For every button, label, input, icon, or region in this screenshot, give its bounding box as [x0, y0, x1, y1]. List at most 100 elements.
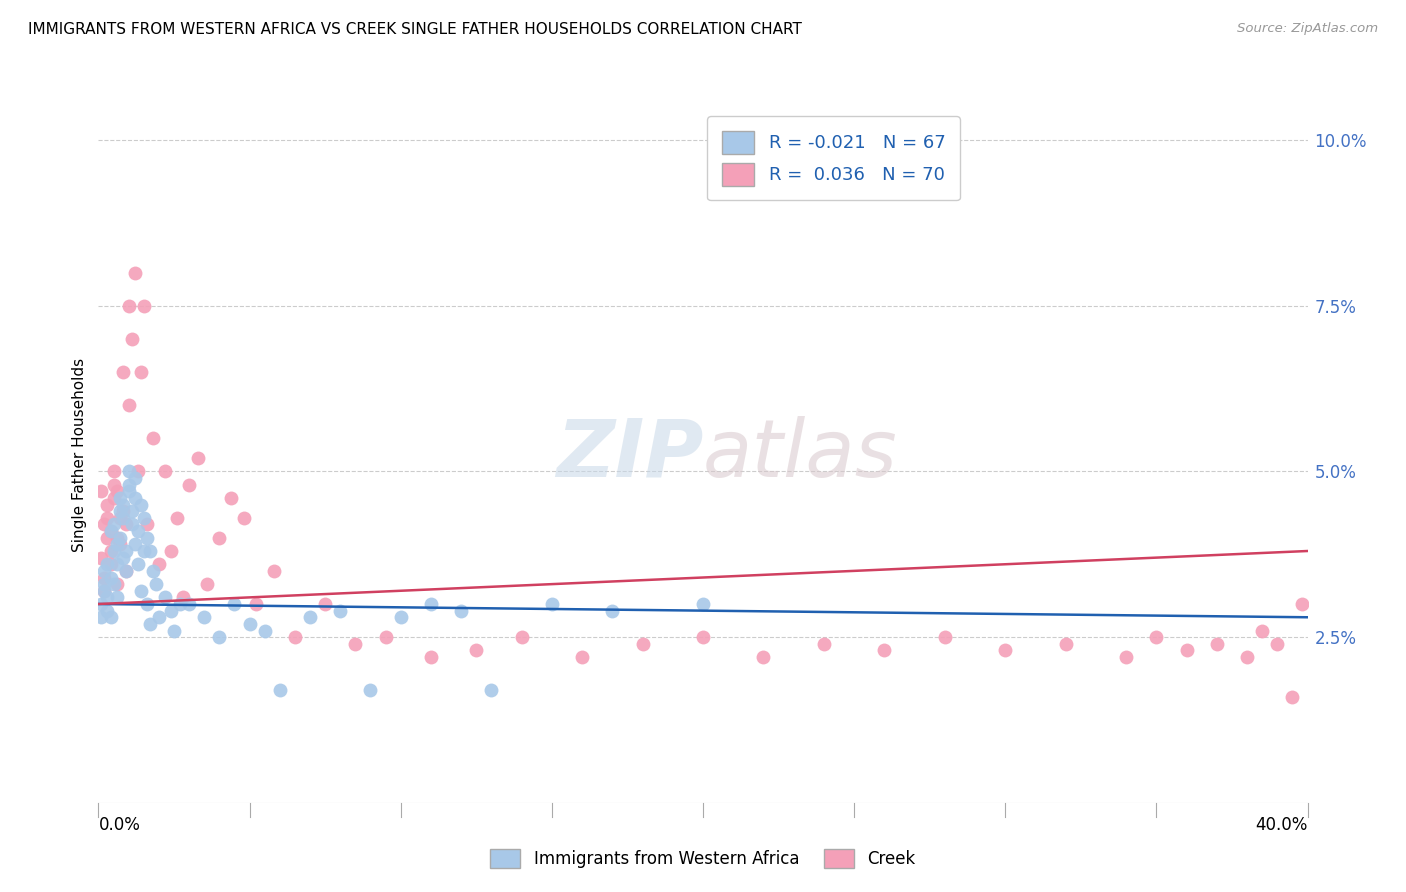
Point — [239, 616, 262, 631]
Point — [121, 332, 143, 346]
Point — [145, 577, 167, 591]
Point — [299, 610, 322, 624]
Point — [111, 365, 134, 379]
Point — [118, 398, 141, 412]
Point — [195, 577, 218, 591]
Point — [118, 477, 141, 491]
Point — [129, 583, 152, 598]
Point — [127, 465, 149, 479]
Point — [105, 531, 128, 545]
Point — [103, 491, 125, 505]
Point — [314, 597, 336, 611]
Point — [1206, 637, 1229, 651]
Point — [108, 537, 131, 551]
Point — [93, 577, 115, 591]
Point — [994, 643, 1017, 657]
Point — [90, 597, 112, 611]
Point — [111, 511, 134, 525]
Point — [245, 597, 267, 611]
Point — [90, 610, 112, 624]
Point — [253, 624, 276, 638]
Text: Source: ZipAtlas.com: Source: ZipAtlas.com — [1237, 22, 1378, 36]
Point — [103, 517, 125, 532]
Point — [105, 558, 128, 572]
Point — [96, 531, 118, 545]
Point — [172, 591, 194, 605]
Point — [208, 531, 231, 545]
Point — [160, 544, 183, 558]
Point — [179, 597, 201, 611]
Point — [121, 517, 143, 532]
Point — [111, 550, 134, 565]
Point — [450, 604, 472, 618]
Point — [127, 524, 149, 538]
Point — [420, 650, 443, 665]
Point — [93, 564, 115, 578]
Point — [374, 630, 396, 644]
Point — [100, 544, 122, 558]
Point — [105, 591, 128, 605]
Point — [90, 550, 112, 565]
Point — [108, 504, 131, 518]
Point — [103, 477, 125, 491]
Point — [389, 610, 412, 624]
Point — [100, 524, 122, 538]
Point — [111, 504, 134, 518]
Text: 40.0%: 40.0% — [1256, 816, 1308, 834]
Point — [934, 630, 956, 644]
Point — [108, 531, 131, 545]
Legend: R = -0.021   N = 67, R =  0.036   N = 70: R = -0.021 N = 67, R = 0.036 N = 70 — [707, 116, 960, 201]
Point — [510, 630, 533, 644]
Point — [873, 643, 896, 657]
Point — [96, 558, 118, 572]
Text: atlas: atlas — [703, 416, 898, 494]
Point — [813, 637, 835, 651]
Point — [124, 491, 146, 505]
Y-axis label: Single Father Households: Single Father Households — [72, 358, 87, 552]
Point — [1175, 643, 1198, 657]
Point — [221, 491, 243, 505]
Point — [124, 266, 146, 280]
Point — [132, 544, 155, 558]
Point — [1236, 650, 1258, 665]
Point — [105, 537, 128, 551]
Legend: Immigrants from Western Africa, Creek: Immigrants from Western Africa, Creek — [484, 842, 922, 875]
Point — [135, 597, 157, 611]
Point — [100, 524, 122, 538]
Point — [114, 517, 136, 532]
Point — [1251, 624, 1274, 638]
Text: 0.0%: 0.0% — [98, 816, 141, 834]
Point — [132, 511, 155, 525]
Point — [540, 597, 562, 611]
Point — [96, 604, 118, 618]
Text: IMMIGRANTS FROM WESTERN AFRICA VS CREEK SINGLE FATHER HOUSEHOLDS CORRELATION CHA: IMMIGRANTS FROM WESTERN AFRICA VS CREEK … — [28, 22, 801, 37]
Point — [481, 683, 503, 698]
Point — [90, 484, 112, 499]
Point — [96, 591, 118, 605]
Point — [179, 477, 201, 491]
Point — [135, 517, 157, 532]
Point — [105, 577, 128, 591]
Point — [100, 570, 122, 584]
Point — [139, 544, 162, 558]
Point — [124, 471, 146, 485]
Point — [329, 604, 352, 618]
Point — [121, 504, 143, 518]
Point — [93, 517, 115, 532]
Point — [193, 610, 215, 624]
Point — [752, 650, 775, 665]
Point — [602, 604, 624, 618]
Point — [208, 630, 231, 644]
Point — [692, 630, 714, 644]
Point — [1054, 637, 1077, 651]
Point — [100, 610, 122, 624]
Point — [360, 683, 382, 698]
Point — [103, 465, 125, 479]
Point — [269, 683, 291, 698]
Point — [1281, 690, 1303, 704]
Point — [93, 583, 115, 598]
Point — [129, 498, 152, 512]
Point — [118, 465, 141, 479]
Point — [93, 570, 115, 584]
Point — [465, 643, 488, 657]
